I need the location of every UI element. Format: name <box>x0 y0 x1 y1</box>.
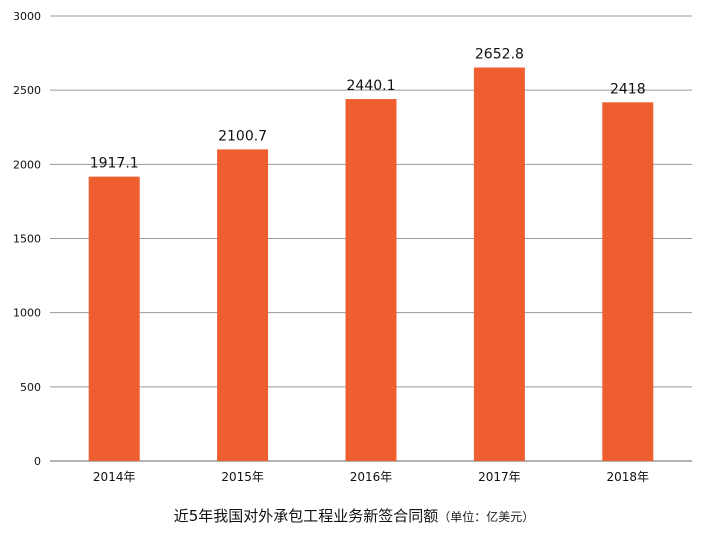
bar-1 <box>88 176 140 461</box>
x-tick-label: 2015年 <box>221 470 264 484</box>
bars <box>88 67 654 462</box>
y-tick-label: 2500 <box>13 84 41 97</box>
data-label: 2652.8 <box>475 47 524 63</box>
y-tick-label: 2000 <box>13 158 41 171</box>
data-label: 2440.1 <box>347 78 396 94</box>
y-tick-label: 0 <box>34 455 41 468</box>
chart-caption: 近5年我国对外承包工程业务新签合同额（单位：亿美元） <box>0 506 708 527</box>
y-tick-label: 1000 <box>13 307 41 320</box>
x-tick-label: 2018年 <box>607 470 650 484</box>
bar-2 <box>217 149 269 461</box>
data-labels: 1917.1 2100.7 2440.1 2652.8 2418 <box>90 47 646 172</box>
unit-note: （单位：亿美元） <box>438 510 535 524</box>
x-tick-label: 2014年 <box>93 470 136 484</box>
data-label: 1917.1 <box>90 156 139 172</box>
y-tick-label: 500 <box>20 381 41 394</box>
bar-3 <box>345 99 397 462</box>
data-label: 2100.7 <box>218 128 267 144</box>
data-label: 2418 <box>610 81 646 97</box>
axes: 0 500 1000 1500 2000 2500 3000 2014年 2015年 2016年 2… <box>13 10 692 484</box>
x-tick-label: 2017年 <box>478 470 521 484</box>
x-tick-label: 2016年 <box>350 470 393 484</box>
bar-5 <box>602 102 654 461</box>
y-tick-label: 1500 <box>13 233 41 246</box>
chart-title: 近5年我国对外承包工程业务新签合同额 <box>173 507 439 525</box>
bar-4 <box>473 67 525 461</box>
y-tick-label: 3000 <box>13 10 41 23</box>
bar-chart: 0 500 1000 1500 2000 2500 3000 2014年 2015年 2016年 2… <box>13 10 692 484</box>
